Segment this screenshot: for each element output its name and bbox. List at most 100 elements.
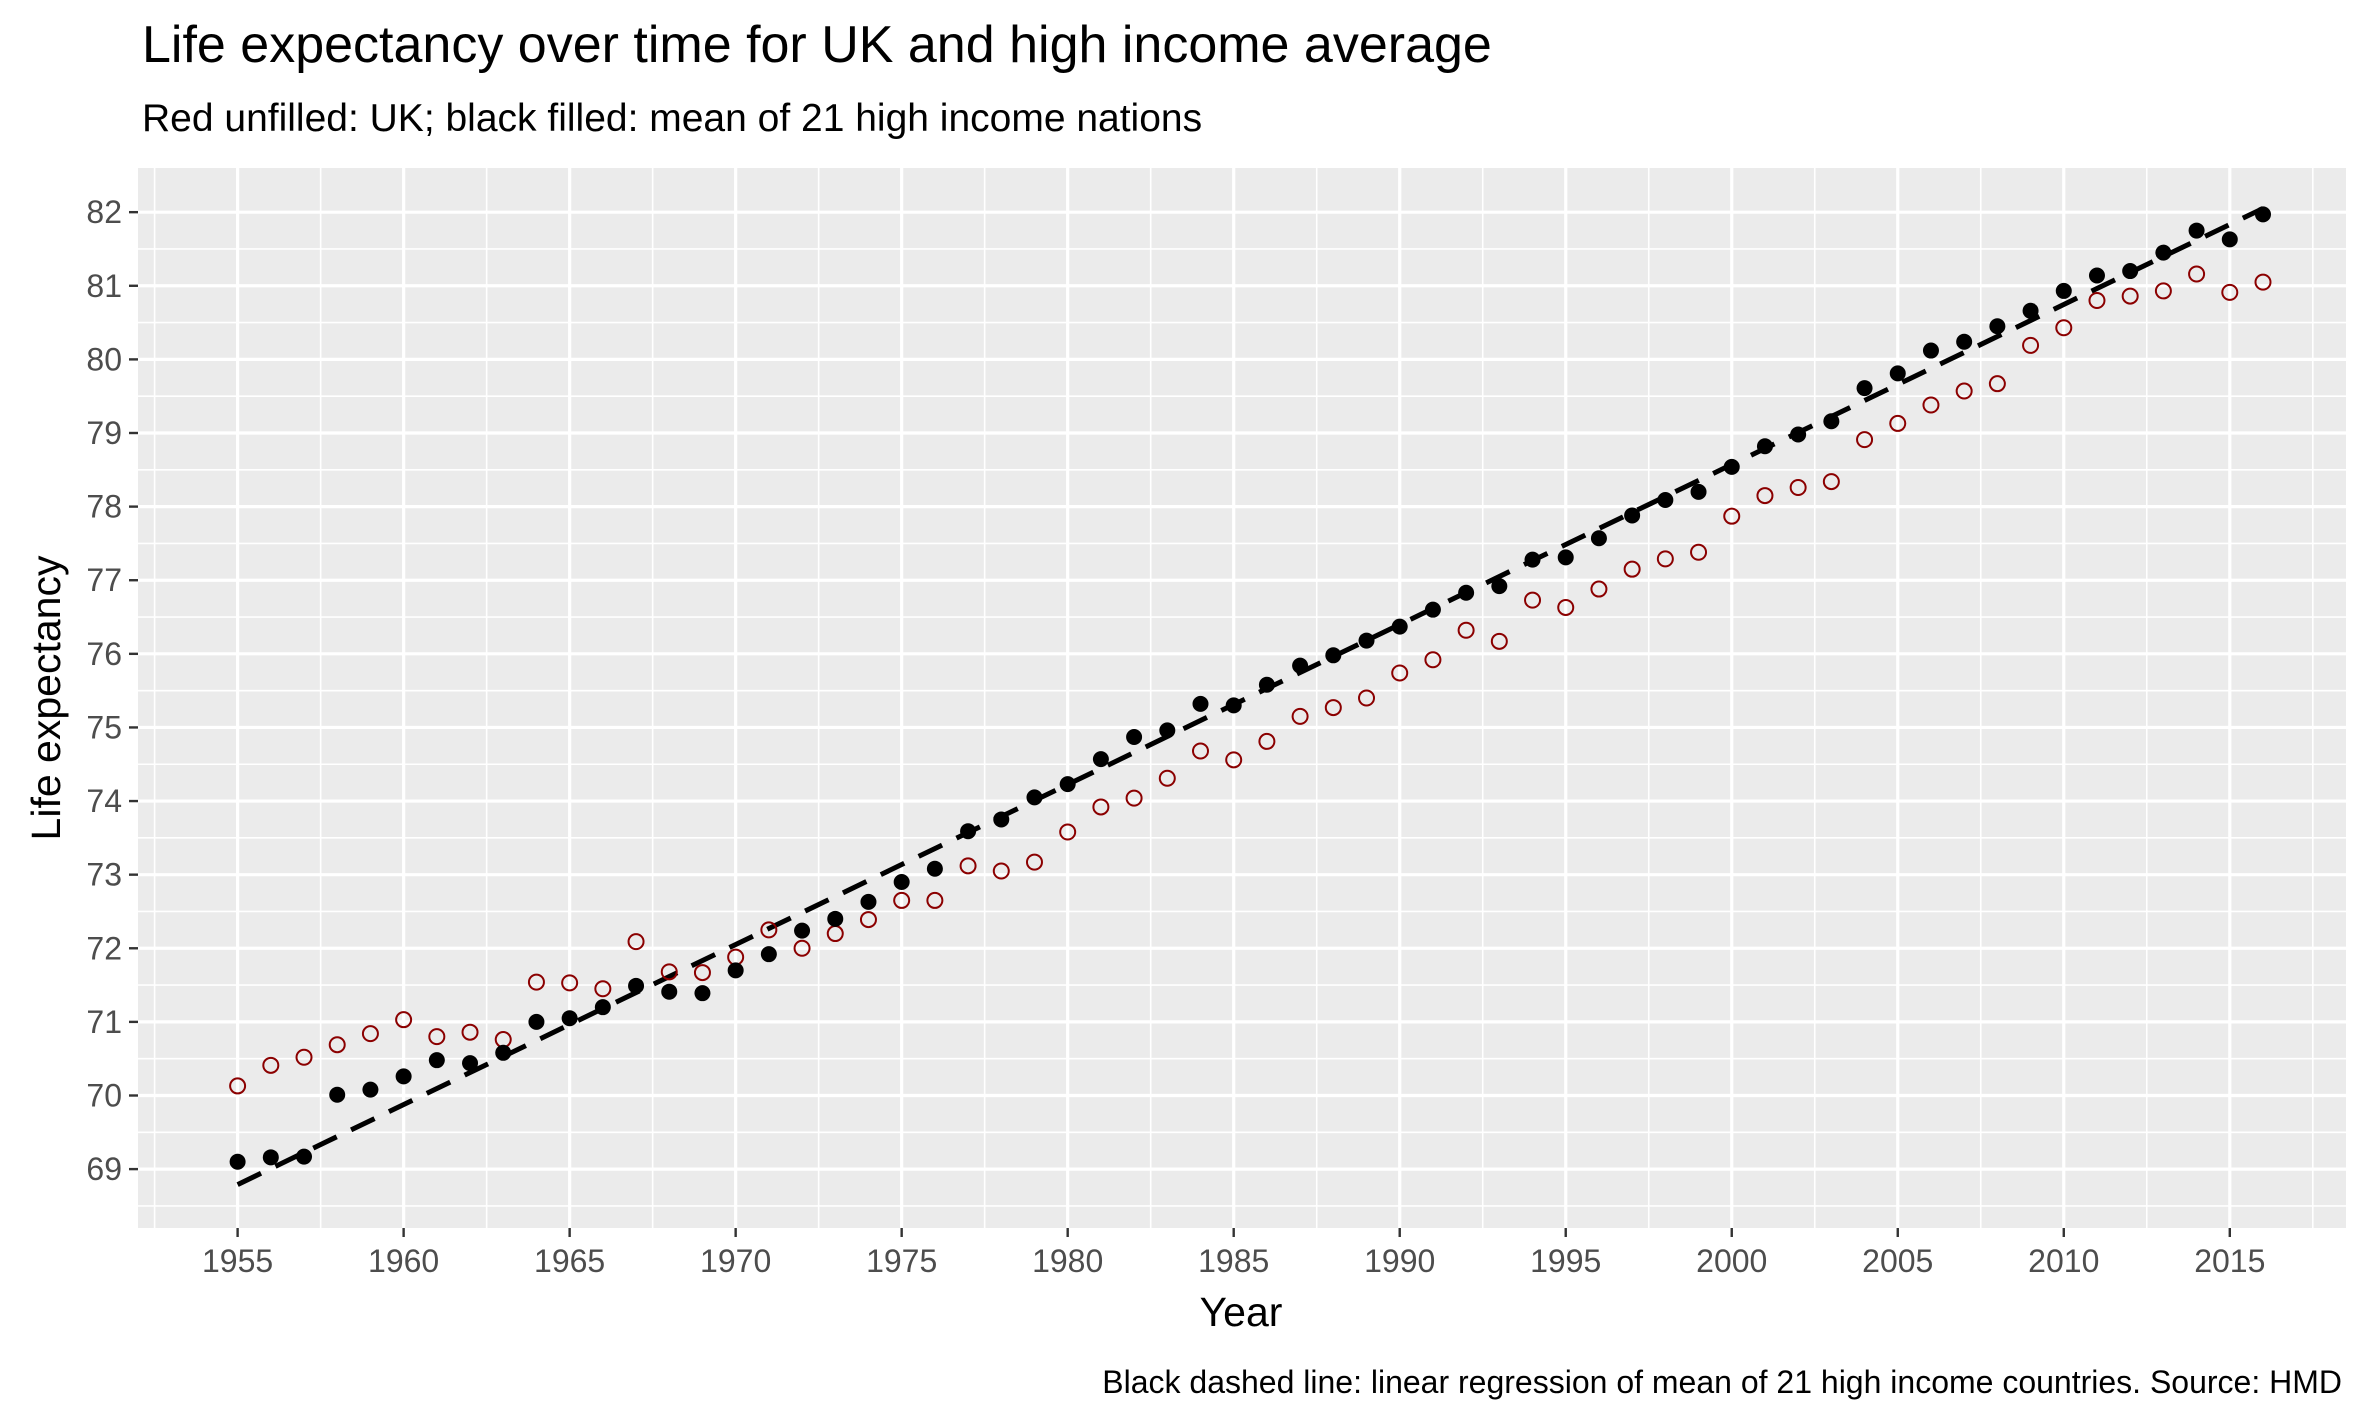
uk-point: [959, 857, 977, 875]
uk-point: [1623, 560, 1641, 578]
uk-point: [1889, 414, 1907, 432]
uk-point: [461, 1023, 479, 1041]
x-tick-label: 2000: [1696, 1243, 1767, 1279]
high-income-point: [262, 1149, 279, 1166]
high-income-point: [2221, 231, 2238, 248]
high-income-point: [1823, 413, 1840, 430]
y-tick-label: 79: [86, 415, 122, 451]
high-income-point: [2188, 222, 2205, 239]
y-tick-label: 76: [86, 636, 122, 672]
high-income-point: [926, 860, 943, 877]
y-tick-label: 69: [86, 1151, 122, 1187]
high-income-point: [1026, 789, 1043, 806]
high-income-point: [1458, 584, 1475, 601]
uk-point: [992, 862, 1010, 880]
uk-point: [1424, 651, 1442, 669]
uk-point: [2254, 273, 2272, 291]
x-tick-label: 1960: [368, 1243, 439, 1279]
high-income-point: [495, 1044, 512, 1061]
high-income-point: [1790, 426, 1807, 443]
high-income-point: [362, 1081, 379, 1098]
x-tick-label: 1970: [700, 1243, 771, 1279]
regression-layer: [236, 206, 2265, 1187]
uk-point: [2088, 292, 2106, 309]
y-tick-label: 75: [86, 709, 122, 745]
high-income-point: [1524, 551, 1541, 568]
series-uk: [229, 265, 2272, 1095]
high-income-point: [860, 893, 877, 910]
high-income-point: [2122, 263, 2139, 280]
uk-point: [627, 933, 645, 951]
y-tick-label: 74: [86, 783, 122, 819]
high-income-point: [1059, 776, 1076, 793]
uk-point: [1789, 478, 1807, 496]
high-income-point: [1325, 647, 1342, 664]
high-income-point: [1590, 530, 1607, 547]
uk-point: [561, 974, 579, 992]
uk-point: [859, 911, 877, 929]
uk-point: [760, 921, 778, 939]
high-income-point: [694, 985, 711, 1002]
y-tick-label: 77: [86, 562, 122, 598]
regression-line: [236, 206, 2265, 1187]
uk-point: [395, 1011, 413, 1029]
uk-point: [893, 891, 911, 909]
x-tick-label: 1955: [202, 1243, 273, 1279]
high-income-point: [1159, 722, 1176, 739]
uk-point: [1391, 664, 1409, 682]
x-tick-label: 1980: [1032, 1243, 1103, 1279]
uk-point: [229, 1077, 247, 1095]
points-layer: [229, 206, 2272, 1170]
high-income-point: [594, 999, 611, 1016]
uk-point: [2055, 319, 2073, 337]
high-income-point: [1756, 438, 1773, 455]
high-income-point: [1956, 333, 1973, 350]
uk-point: [793, 939, 811, 957]
high-income-point: [1723, 458, 1740, 475]
uk-point: [262, 1056, 280, 1074]
uk-point: [926, 891, 944, 909]
uk-point: [1656, 550, 1674, 568]
high-income-point: [1624, 507, 1641, 524]
uk-point: [428, 1028, 446, 1046]
chart-subtitle: Red unfilled: UK; black filled: mean of …: [142, 97, 1202, 140]
uk-point: [1988, 375, 2006, 393]
x-tick-label: 1975: [866, 1243, 937, 1279]
x-tick-label: 2010: [2028, 1243, 2099, 1279]
high-income-point: [1557, 549, 1574, 566]
uk-point: [1557, 598, 1575, 616]
high-income-point: [1424, 601, 1441, 618]
uk-point: [1955, 382, 1973, 400]
high-income-point: [1192, 695, 1209, 712]
x-tick-label: 1965: [534, 1243, 605, 1279]
y-tick-label: 73: [86, 857, 122, 893]
high-income-point: [2088, 267, 2105, 284]
uk-point: [2022, 336, 2040, 354]
high-income-point: [2254, 206, 2271, 223]
high-income-point: [1491, 578, 1508, 595]
high-income-point: [794, 922, 811, 939]
uk-point: [1490, 632, 1508, 650]
x-tick-label: 1995: [1530, 1243, 1601, 1279]
x-axis-title: Year: [1200, 1289, 1283, 1335]
uk-point: [1690, 543, 1708, 561]
high-income-point: [1657, 491, 1674, 508]
uk-point: [1723, 507, 1741, 525]
uk-point: [1059, 823, 1077, 841]
uk-point: [1756, 487, 1774, 505]
high-income-point: [1856, 380, 1873, 397]
uk-point: [1191, 742, 1209, 760]
x-tick-label: 1985: [1198, 1243, 1269, 1279]
high-income-point: [960, 823, 977, 840]
uk-point: [1291, 707, 1309, 725]
uk-point: [1158, 769, 1176, 787]
high-income-point: [1092, 751, 1109, 768]
high-income-point: [628, 977, 645, 994]
chart-caption: Black dashed line: linear regression of …: [1102, 1364, 2342, 1400]
high-income-point: [1690, 483, 1707, 500]
high-income-point: [893, 874, 910, 891]
high-income-point: [462, 1055, 479, 1072]
uk-point: [1225, 751, 1243, 769]
y-tick-label: 72: [86, 930, 122, 966]
